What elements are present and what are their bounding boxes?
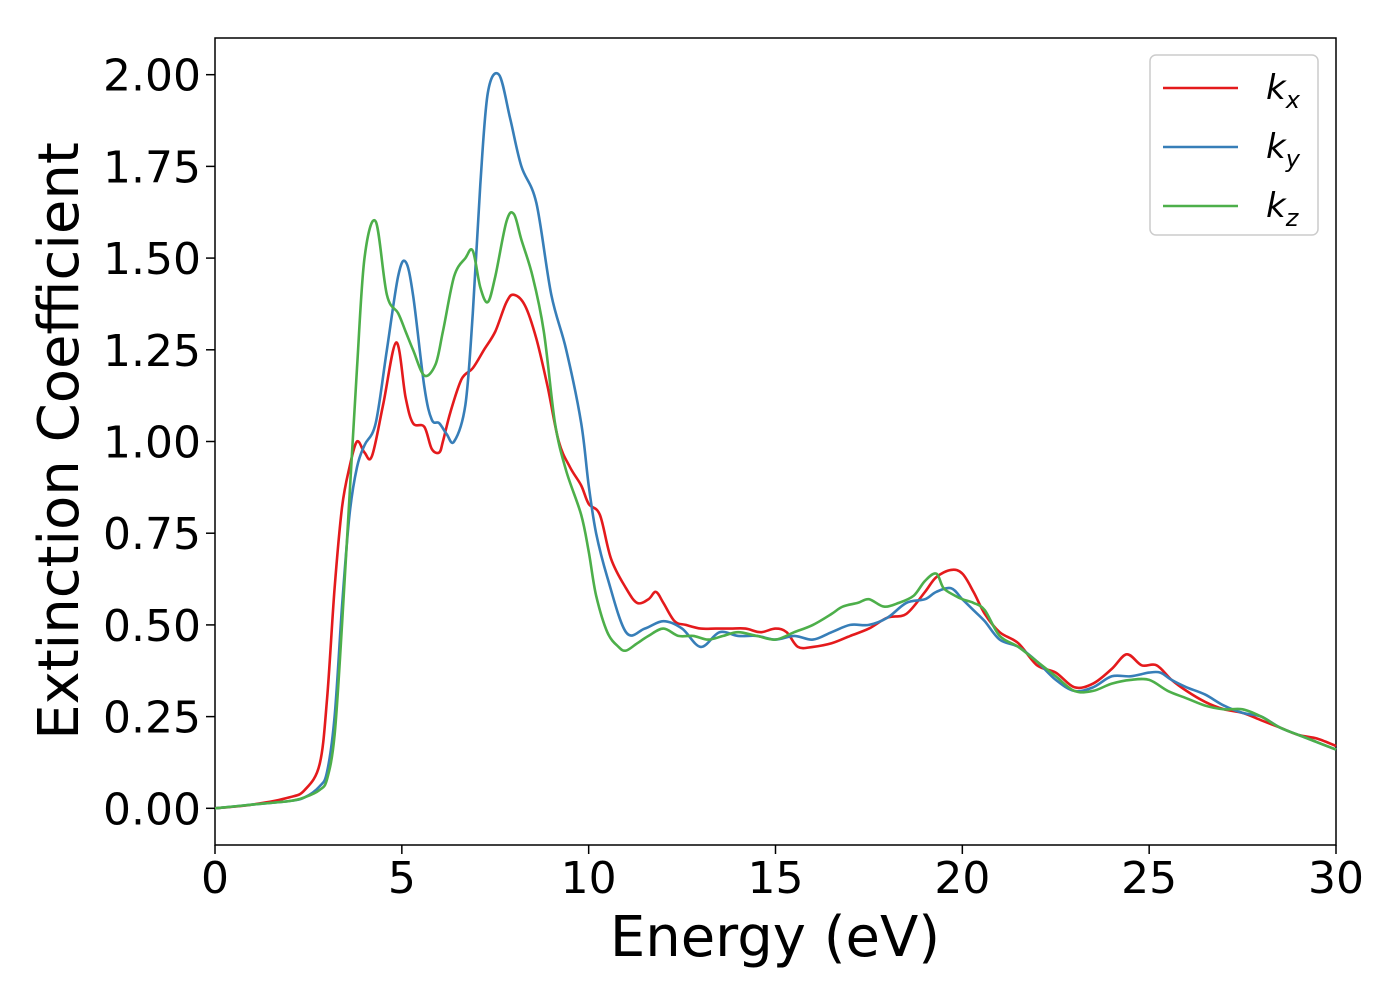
- x-tick-label: 5: [388, 853, 416, 904]
- legend-label-kx: kx: [1266, 68, 1301, 114]
- y-axis: 0.00 0.25 0.50 0.75 1.00 1.25 1.50 1.75 2.00: [103, 51, 215, 835]
- x-tick-label: 10: [561, 853, 617, 904]
- y-tick-label: 1.00: [103, 418, 201, 469]
- series-line-ky: [214, 71, 1337, 810]
- legend: kx ky kz: [1149, 54, 1319, 236]
- y-tick-label: 1.50: [103, 234, 201, 285]
- legend-label-kz: kz: [1266, 186, 1300, 232]
- x-tick-label: 15: [748, 853, 804, 904]
- y-tick-label: 1.75: [103, 142, 201, 193]
- y-tick-label: 0.00: [103, 784, 201, 835]
- x-tick-label: 25: [1121, 853, 1177, 904]
- y-tick-label: 0.25: [103, 693, 201, 744]
- y-tick-label: 0.50: [103, 601, 201, 652]
- x-axis: 0 5 10 15 20 25 30: [201, 845, 1364, 904]
- legend-frame: [1149, 54, 1319, 236]
- y-tick-label: 0.75: [103, 509, 201, 560]
- series-line-kz: [214, 211, 1337, 810]
- x-tick-label: 0: [201, 853, 229, 904]
- x-tick-label: 30: [1308, 853, 1364, 904]
- series-line-kx: [214, 293, 1337, 810]
- x-axis-label: Energy (eV): [610, 905, 940, 970]
- y-tick-label: 2.00: [103, 51, 201, 102]
- x-tick-label: 20: [934, 853, 990, 904]
- plot-area: [214, 71, 1337, 810]
- legend-label-ky: ky: [1266, 127, 1301, 173]
- y-tick-label: 1.25: [103, 326, 201, 377]
- y-axis-label: Extinction Coefficient: [27, 142, 92, 740]
